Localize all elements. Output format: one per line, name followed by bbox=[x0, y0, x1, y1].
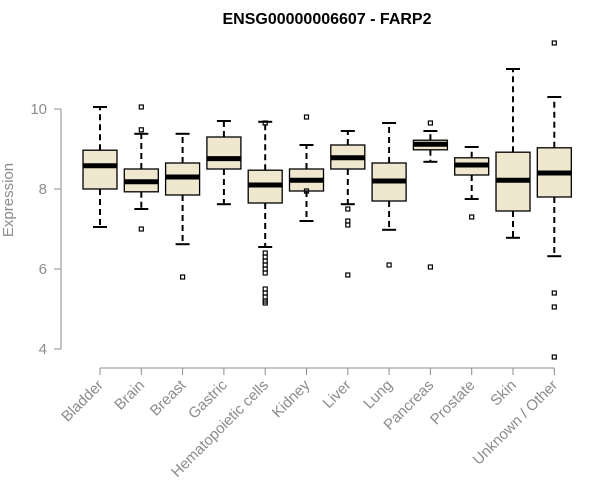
outlier-point bbox=[138, 127, 144, 133]
y-tick-label: 10 bbox=[30, 101, 47, 118]
box-group bbox=[371, 122, 407, 268]
outlier-point bbox=[551, 290, 557, 296]
x-tick-label: Skin bbox=[487, 377, 520, 410]
outlier-point bbox=[345, 218, 351, 224]
outlier-point bbox=[262, 270, 268, 276]
outlier-point bbox=[303, 188, 310, 194]
outlier-point bbox=[551, 40, 557, 46]
x-tick-label: Brain bbox=[111, 377, 148, 414]
box-group bbox=[330, 130, 366, 278]
outlier-point bbox=[262, 120, 268, 126]
outlier-point bbox=[427, 120, 433, 126]
outlier-point bbox=[345, 272, 351, 278]
x-tick-label: Kidney bbox=[269, 376, 314, 421]
outlier-point bbox=[262, 286, 268, 292]
outlier-point bbox=[262, 266, 268, 272]
box-group bbox=[164, 132, 201, 280]
y-tick-label: 8 bbox=[39, 181, 47, 198]
outlier-point bbox=[303, 114, 310, 120]
box-group bbox=[412, 120, 449, 270]
outlier-point bbox=[262, 250, 268, 256]
outlier-point bbox=[138, 226, 144, 232]
x-tick-label: Breast bbox=[147, 376, 190, 419]
outlier-point bbox=[262, 294, 268, 300]
y-tick-label: 6 bbox=[39, 261, 47, 278]
box-iqr bbox=[206, 136, 242, 170]
box-iqr bbox=[82, 149, 118, 190]
outlier-point bbox=[386, 262, 392, 268]
box-group bbox=[206, 120, 242, 206]
outlier-point bbox=[345, 206, 351, 212]
box-group bbox=[454, 146, 490, 220]
outlier-point bbox=[345, 222, 351, 228]
outlier-point bbox=[551, 304, 557, 310]
outlier-point bbox=[262, 262, 268, 268]
box-group bbox=[495, 68, 531, 239]
box-group bbox=[536, 40, 572, 360]
chart-title: ENSG00000006607 - FARP2 bbox=[222, 11, 431, 28]
outlier-point bbox=[138, 104, 144, 110]
x-tick-label: Prostate bbox=[427, 377, 479, 429]
outlier-point bbox=[469, 214, 475, 220]
x-tick-label: Liver bbox=[320, 377, 355, 412]
x-tick-label: Bladder bbox=[58, 377, 107, 426]
outlier-point bbox=[262, 258, 268, 264]
x-tick-label: Lung bbox=[360, 377, 396, 413]
outlier-point bbox=[262, 254, 268, 260]
y-axis: 4 6 8 10 bbox=[30, 101, 62, 358]
plot-area bbox=[82, 40, 572, 360]
box-group bbox=[123, 104, 159, 232]
y-axis-label: Expression bbox=[0, 163, 17, 237]
box-group bbox=[247, 120, 283, 306]
outlier-point bbox=[427, 264, 433, 270]
box-group bbox=[82, 106, 118, 228]
outlier-point bbox=[262, 290, 268, 296]
box-group bbox=[288, 114, 325, 222]
outlier-point bbox=[180, 274, 186, 280]
outlier-point bbox=[551, 354, 557, 360]
outlier-point bbox=[262, 300, 268, 306]
y-tick-label: 4 bbox=[39, 341, 47, 358]
